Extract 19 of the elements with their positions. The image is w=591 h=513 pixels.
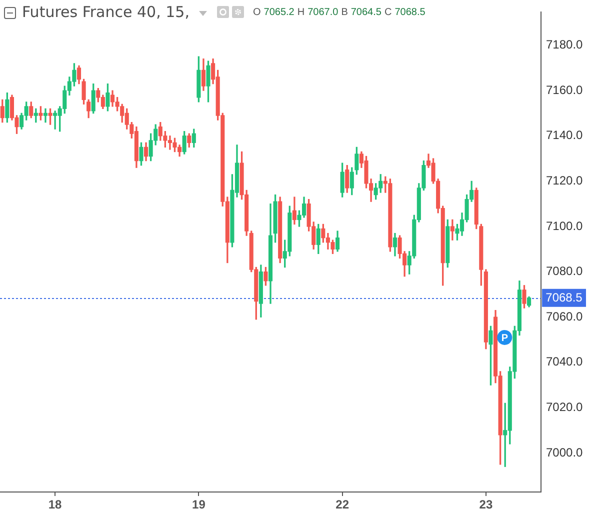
y-tick-label: 7100.0 — [546, 218, 584, 233]
chart-title: Futures France 40, 15, — [22, 3, 190, 21]
y-tick-label: 7140.0 — [546, 128, 584, 142]
y-tick-label: 7040.0 — [546, 354, 584, 369]
y-tick-label: 7000.0 — [546, 445, 584, 460]
y-tick-label: 7080.0 — [546, 264, 584, 278]
x-tick-label: 23 — [479, 498, 493, 512]
y-tick-label: 7160.0 — [546, 82, 584, 97]
annotation: P — [501, 332, 508, 344]
y-tick-label: 7060.0 — [546, 309, 584, 324]
candlestick — [43, 108, 48, 123]
y-tick-label: 7020.0 — [546, 400, 584, 414]
annotation: O 7065.2 H 7067.0 B 7064.5 C 7068.5 — [253, 7, 426, 18]
y-tick-label: 7180.0 — [546, 38, 584, 52]
x-tick-label: 19 — [192, 498, 206, 512]
ref-line-label: 7068.5 — [546, 290, 583, 305]
x-tick-label: 18 — [48, 498, 62, 512]
x-tick-label: 22 — [336, 498, 350, 512]
y-tick-label: 7120.0 — [546, 174, 584, 188]
